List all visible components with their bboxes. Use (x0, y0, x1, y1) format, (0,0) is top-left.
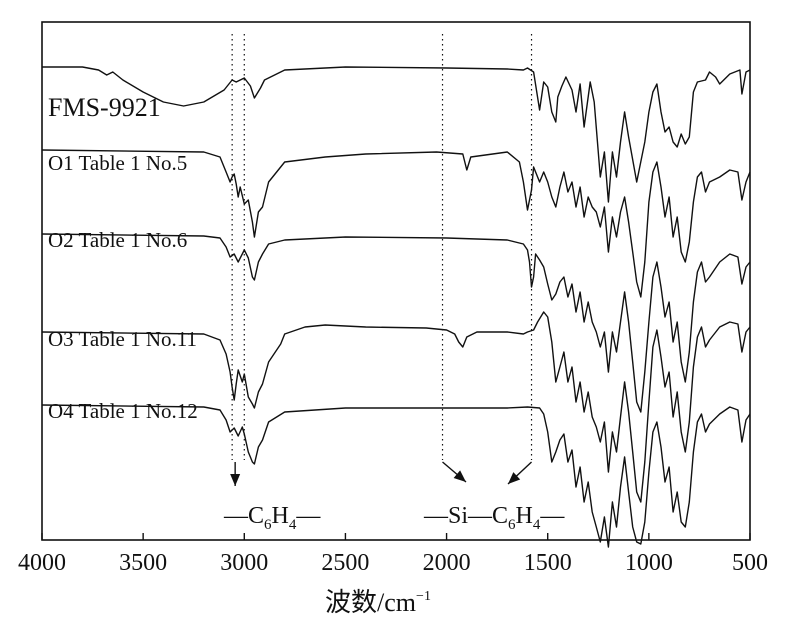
x-tick-label-2500: 2500 (321, 550, 369, 576)
series-labels: FMS-9921 O1 Table 1 No.5 O2 Table 1 No.6… (48, 93, 198, 423)
annotation-arrows (230, 461, 533, 486)
spectrum-line-4 (41, 404, 751, 548)
plot-frame (41, 21, 751, 541)
x-axis-ticks: 4000 3500 3000 2500 2000 1500 1000 500 (18, 533, 768, 576)
x-tick-label-500: 500 (732, 550, 768, 576)
annotation-si-c6h4: —Si—C6H4— (423, 503, 565, 533)
spectrum-line-3 (41, 311, 751, 503)
series-label-o1: O1 Table 1 No.5 (48, 151, 187, 175)
series-label-o3: O3 Table 1 No.11 (48, 327, 197, 351)
spectra-group (41, 66, 751, 548)
annotation-c6h4: —C6H4— (223, 503, 321, 533)
x-tick-label-1500: 1500 (524, 550, 572, 576)
arrow-si-right-head (508, 472, 521, 484)
plot-border (41, 21, 751, 541)
series-label-o4: O4 Table 1 No.12 (48, 399, 198, 423)
x-tick-label-1000: 1000 (625, 550, 673, 576)
x-tick-label-2000: 2000 (423, 550, 471, 576)
series-label-o2: O2 Table 1 No.6 (48, 228, 187, 252)
series-label-fms-9921: FMS-9921 (48, 93, 161, 122)
annotations: —C6H4— —Si—C6H4— (223, 503, 565, 533)
dotted-reference-lines (231, 34, 533, 460)
arrow-si-left-head (453, 470, 466, 482)
spectrum-line-1 (41, 149, 751, 298)
x-tick-label-3500: 3500 (119, 550, 167, 576)
x-tick-label-3000: 3000 (220, 550, 268, 576)
spectrum-line-0 (42, 66, 751, 203)
spectrum-line-2 (41, 233, 751, 413)
x-tick-label-4000: 4000 (18, 550, 66, 576)
x-axis-title: 波数/cm−1 (325, 588, 431, 617)
arrow-c6h4-head (230, 474, 241, 486)
